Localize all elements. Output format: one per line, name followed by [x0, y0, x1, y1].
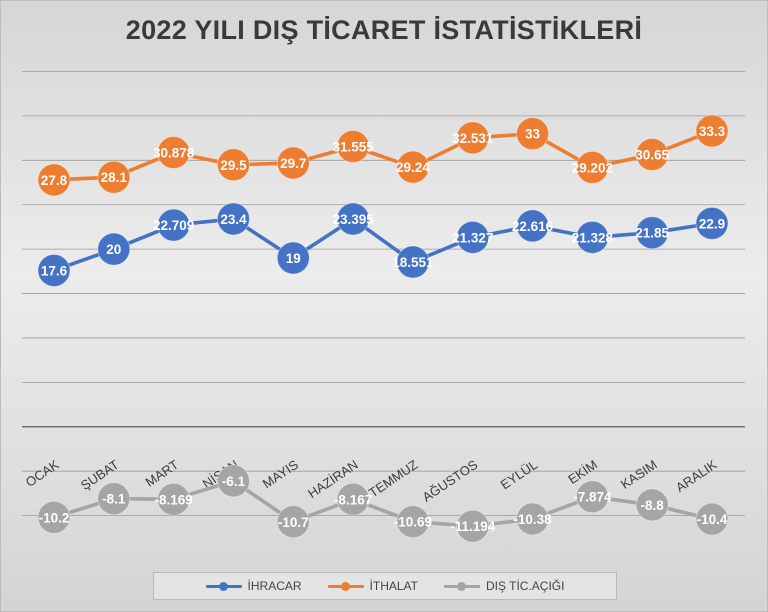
data-label: 27.8	[41, 173, 68, 188]
data-point	[37, 163, 71, 197]
data-point	[396, 505, 430, 539]
data-label: 33.3	[699, 124, 726, 139]
legend-item: DIŞ TİC.AÇIĞI	[444, 579, 564, 593]
data-point	[97, 482, 131, 516]
data-label: 21.328	[572, 230, 614, 245]
data-label: 30.65	[635, 148, 669, 163]
data-point	[456, 121, 490, 155]
x-tick-label: AĞUSTOS	[420, 457, 481, 505]
data-point	[635, 138, 669, 172]
data-point	[575, 220, 609, 254]
data-point	[516, 209, 550, 243]
data-point	[216, 148, 250, 182]
data-label: 17.6	[41, 263, 68, 278]
data-point	[695, 502, 729, 536]
data-label: 19	[286, 251, 301, 266]
chart-title: 2022 YILI DIŞ TİCARET İSTATİSTİKLERİ	[125, 15, 643, 45]
data-point	[396, 245, 430, 279]
data-label: 32.531	[452, 131, 494, 146]
data-label: -8.167	[334, 492, 372, 507]
data-point	[336, 130, 370, 164]
data-label: 23.395	[332, 212, 374, 227]
data-point	[575, 150, 609, 184]
data-point	[336, 202, 370, 236]
data-label: 21.85	[635, 226, 669, 241]
data-point	[97, 160, 131, 194]
legend-swatch	[444, 581, 480, 591]
legend-item: İTHALAT	[327, 579, 418, 593]
data-label: -8.1	[102, 492, 126, 507]
legend-label: İHRACAR	[247, 579, 302, 593]
data-point	[635, 216, 669, 250]
data-point	[276, 505, 310, 539]
data-label: 23.4	[220, 212, 247, 227]
data-point	[516, 502, 550, 536]
data-point	[695, 206, 729, 240]
data-label: 22.616	[512, 219, 554, 234]
data-label: -8.8	[641, 498, 665, 513]
data-label: -10.4	[697, 512, 728, 527]
data-label: 28.1	[101, 170, 128, 185]
data-label: -7.874	[573, 490, 612, 505]
data-point	[37, 253, 71, 287]
data-point	[516, 117, 550, 151]
legend-item: İHRACAR	[205, 579, 302, 593]
data-point	[456, 509, 490, 543]
data-label: 22.709	[153, 218, 194, 233]
data-label: 18.551	[392, 255, 434, 270]
data-label: -8.169	[154, 492, 192, 507]
data-point	[97, 232, 131, 266]
data-label: 31.555	[332, 140, 374, 155]
data-label: 29.24	[396, 160, 430, 175]
legend-label: İTHALAT	[369, 579, 418, 593]
data-point	[635, 488, 669, 522]
x-tick-label: ARALIK	[673, 457, 720, 495]
data-label: -10.69	[394, 515, 432, 530]
data-point	[157, 136, 191, 170]
data-point	[396, 150, 430, 184]
data-label: 29.202	[572, 160, 613, 175]
data-label: 29.5	[220, 158, 247, 173]
data-label: 21.327	[452, 230, 493, 245]
data-label: 29.7	[280, 156, 306, 171]
data-label: -10.2	[39, 510, 70, 525]
data-point	[37, 500, 71, 534]
data-point	[216, 202, 250, 236]
chart-legend: İHRACAR İTHALAT DIŞ TİC.AÇIĞI	[153, 572, 617, 600]
legend-label: DIŞ TİC.AÇIĞI	[486, 579, 565, 593]
data-label: 22.9	[699, 216, 725, 231]
x-tick-label: OCAK	[23, 457, 62, 490]
data-label: 33	[525, 127, 541, 142]
data-label: 30.878	[153, 146, 195, 161]
data-point	[336, 482, 370, 516]
data-label: -6.1	[222, 474, 246, 489]
data-point	[216, 464, 250, 498]
x-tick-label: MAYIS	[260, 457, 301, 492]
data-label: 20	[106, 242, 121, 257]
data-label: -11.194	[450, 519, 496, 534]
x-tick-label: EYLÜL	[498, 457, 541, 492]
data-point	[276, 146, 310, 180]
data-point	[157, 208, 191, 242]
data-label: -10.38	[513, 512, 552, 527]
data-point	[456, 220, 490, 254]
x-tick-label: TEMMUZ	[366, 457, 421, 501]
data-point	[157, 482, 191, 516]
legend-swatch	[327, 581, 364, 591]
data-label: -10.7	[278, 515, 309, 530]
data-point	[695, 114, 729, 148]
x-tick-label: KASIM	[618, 457, 660, 492]
legend-swatch	[205, 581, 242, 591]
data-point	[276, 241, 310, 275]
data-point	[575, 480, 609, 514]
